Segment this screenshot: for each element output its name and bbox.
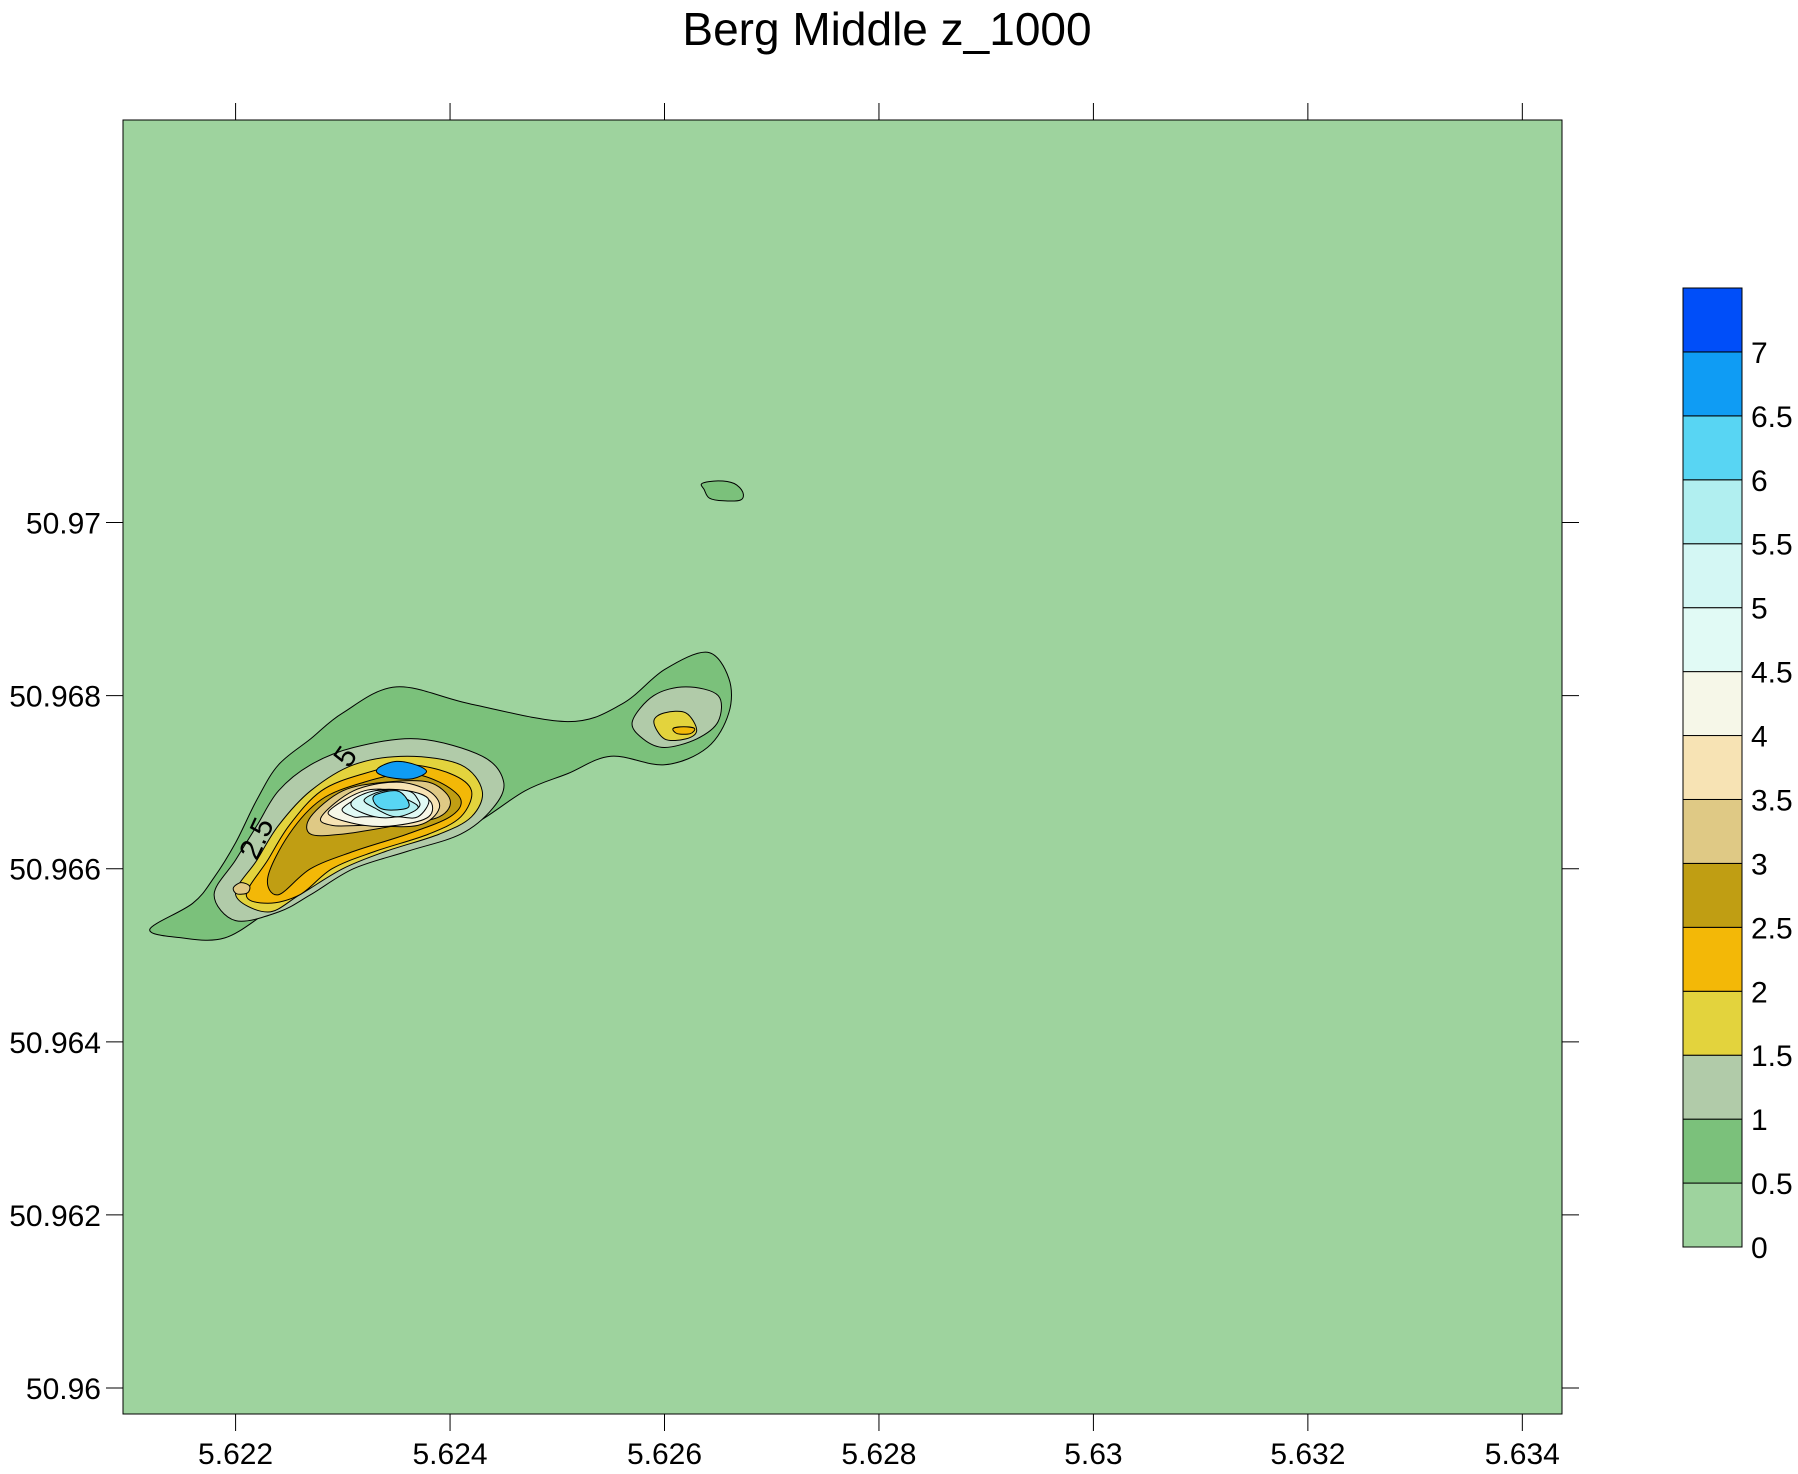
colorbar-label: 7	[1751, 337, 1768, 370]
colorbar-swatch	[1682, 1182, 1743, 1248]
colorbar-swatch	[1682, 990, 1743, 1056]
y-tick-label: 50.966	[9, 854, 101, 887]
colorbar-label: 4	[1751, 721, 1768, 754]
colorbar-swatch	[1682, 862, 1743, 928]
colorbar-swatch	[1682, 415, 1743, 481]
colorbar-swatch	[1682, 287, 1743, 353]
colorbar-label: 5.5	[1751, 529, 1793, 562]
contour-band-0-5	[700, 480, 744, 502]
colorbar-swatch	[1682, 798, 1743, 864]
colorbar-swatch	[1682, 735, 1743, 800]
y-tick-label: 50.96	[26, 1373, 101, 1406]
colorbar-label: 5	[1751, 593, 1768, 626]
y-tick-label: 50.97	[26, 507, 101, 540]
colorbar-label: 6.5	[1751, 401, 1793, 434]
contour-band-6-5	[375, 760, 427, 780]
colorbar-label: 2	[1751, 976, 1768, 1009]
y-tick-label: 50.968	[9, 681, 101, 714]
x-tick-label: 5.624	[413, 1438, 488, 1471]
colorbar-swatch	[1682, 543, 1743, 609]
colorbar-label: 0	[1751, 1232, 1768, 1265]
colorbar-swatch	[1682, 1054, 1743, 1120]
x-tick-label: 5.626	[627, 1438, 702, 1471]
x-tick-label: 5.634	[1485, 1438, 1560, 1471]
colorbar-label: 2.5	[1751, 912, 1793, 945]
colorbar-label: 6	[1751, 465, 1768, 498]
y-tick-label: 50.962	[9, 1200, 101, 1233]
colorbar-label: 1.5	[1751, 1040, 1793, 1073]
colorbar-swatch	[1682, 671, 1743, 737]
contour-band-3	[232, 882, 251, 895]
y-tick-label: 50.964	[9, 1027, 101, 1060]
x-tick-label: 5.628	[841, 1438, 916, 1471]
y-axis: 50.97 50.968 50.966 50.964 50.962 50.96	[9, 507, 1579, 1406]
colorbar-swatch	[1682, 351, 1743, 417]
colorbar-label: 3	[1751, 848, 1768, 881]
colorbar-label: 1	[1751, 1104, 1768, 1137]
contour-band-2	[672, 726, 696, 735]
colorbar-swatch	[1682, 1118, 1743, 1184]
colorbar-label: 3.5	[1751, 784, 1793, 817]
colorbar: 0 0.5 1 1.5 2 2.5 3 3.5 4 4.5 5 5.5 6 6.5 7	[1682, 287, 1793, 1265]
contour-band-6	[372, 790, 410, 811]
x-axis: 5.622 5.624 5.626 5.628 5.63 5.632 5.634	[198, 103, 1560, 1471]
colorbar-swatch	[1682, 926, 1743, 992]
x-tick-label: 5.632	[1270, 1438, 1345, 1471]
colorbar-label: 0.5	[1751, 1168, 1793, 1201]
colorbar-swatch	[1682, 479, 1743, 545]
colorbar-swatch	[1682, 607, 1743, 673]
colorbar-label: 4.5	[1751, 657, 1793, 690]
x-tick-label: 5.622	[198, 1438, 273, 1471]
contour-fills	[149, 480, 744, 941]
plot-frame	[122, 119, 1563, 1415]
x-tick-label: 5.63	[1064, 1438, 1122, 1471]
chart-title: Berg Middle z_1000	[682, 3, 1091, 55]
